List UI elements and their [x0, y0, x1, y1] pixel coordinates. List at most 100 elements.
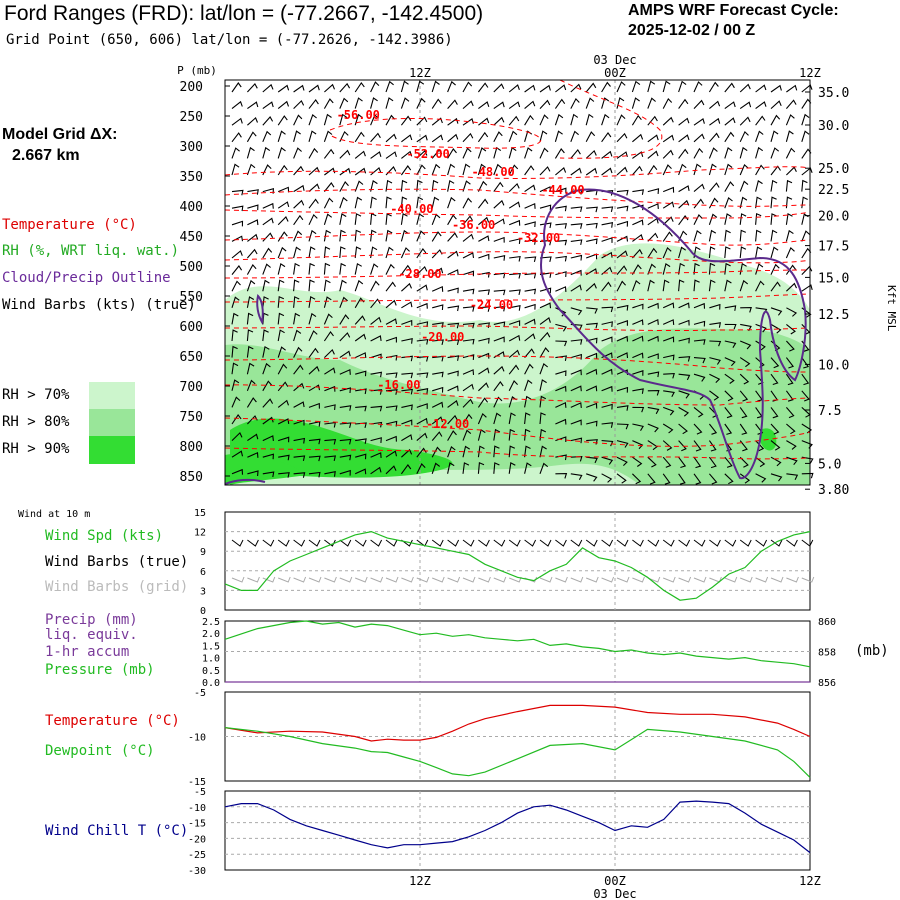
- wind-barb: [262, 83, 274, 93]
- date-label-top: 03 Dec: [593, 53, 636, 67]
- wind-barb: [601, 131, 612, 143]
- wind-barb: [431, 163, 441, 176]
- wind-barb: [524, 100, 536, 110]
- wind-barb: [493, 445, 500, 458]
- wind-barb: [277, 164, 288, 176]
- wind-barb: [478, 271, 490, 278]
- wind-barb-true: [231, 539, 244, 547]
- wind-barb: [708, 197, 719, 209]
- wind-barb: [693, 406, 704, 418]
- wind-barb: [739, 423, 748, 435]
- wind-barb: [308, 84, 320, 93]
- wind-barb: [554, 148, 565, 159]
- wind-barb: [416, 338, 429, 345]
- wind-barb-grid: [355, 576, 368, 583]
- dewpoint-line: [224, 727, 811, 778]
- wind-barb: [447, 339, 460, 346]
- wind-barb: [385, 281, 396, 292]
- wind-barb: [708, 81, 719, 93]
- wind-barb: [509, 320, 521, 326]
- wind-barb: [554, 98, 566, 109]
- wind-barb: [647, 263, 656, 275]
- wind-barb: [462, 338, 475, 345]
- wind-barb: [308, 229, 317, 242]
- wind-barb: [231, 132, 242, 143]
- wind-barb: [601, 422, 614, 428]
- wind-barb: [247, 204, 259, 211]
- wind-barb: [231, 163, 240, 176]
- wind-barb: [277, 363, 288, 375]
- wind-barb: [323, 113, 332, 126]
- wind-barb: [246, 248, 258, 259]
- wind-barb-grid: [370, 576, 384, 583]
- wind-barb: [647, 80, 656, 93]
- wind-barb: [324, 348, 335, 358]
- wind-barb: [401, 355, 413, 362]
- wind-barb: [370, 180, 378, 192]
- wind-barb: [401, 150, 413, 159]
- wind-barb: [478, 253, 490, 260]
- wind-barb: [262, 296, 269, 308]
- wind-barb: [801, 167, 813, 176]
- wind-barb-true: [462, 539, 475, 547]
- wind-barb: [770, 473, 783, 482]
- wind-barb: [739, 213, 747, 225]
- wind-barb: [354, 352, 367, 359]
- wind-barb: [277, 186, 290, 193]
- wind-barb: [277, 246, 287, 259]
- wind-barb: [339, 181, 349, 192]
- wind-barb: [323, 148, 335, 159]
- legend-rh70-label: RH > 70%: [2, 387, 70, 403]
- wind-tick-label: 12: [194, 528, 206, 539]
- wind-barb: [508, 164, 519, 176]
- wind-barb: [601, 473, 613, 483]
- wind-barb: [278, 472, 290, 478]
- wind-barb: [632, 456, 643, 467]
- wind-barb: [724, 279, 732, 292]
- wind-barb: [631, 114, 642, 126]
- wind-barb: [662, 473, 671, 485]
- wind-barb: [462, 462, 470, 474]
- wind-barb: [462, 180, 471, 192]
- wind-barb: [339, 246, 346, 259]
- wind-barb: [585, 368, 598, 375]
- wind-barb: [493, 131, 503, 143]
- wind-barb: [493, 146, 502, 159]
- wind-barb: [339, 405, 352, 411]
- wind-barb: [385, 80, 394, 93]
- wind-barb: [786, 456, 798, 466]
- wind-barb: [708, 423, 718, 435]
- wind-barb: [416, 432, 428, 442]
- wind-barb: [478, 306, 491, 312]
- wind-barb: [416, 134, 428, 143]
- wind-barb: [508, 146, 517, 159]
- wind-barb: [262, 380, 273, 392]
- wind-barb: [323, 213, 333, 225]
- wind-barb: [616, 81, 626, 93]
- wind-barb: [585, 82, 597, 93]
- wind-barb: [570, 402, 582, 408]
- height-axis-title: Kft MSL: [885, 285, 898, 332]
- wind-barb: [416, 284, 428, 292]
- wind-barb: [431, 148, 443, 159]
- wind-barb: [447, 462, 455, 474]
- wind-barb: [431, 80, 440, 93]
- wind-barb: [662, 319, 675, 325]
- wind-barb: [262, 453, 274, 460]
- wind-barb-true: [539, 539, 552, 547]
- legend-wind: Wind Barbs (kts) (true): [2, 297, 196, 313]
- wind-barb: [277, 295, 285, 308]
- wind-barb: [370, 452, 382, 458]
- wind-barb: [493, 101, 505, 110]
- wind-barb: [662, 246, 672, 259]
- wind-barb: [524, 303, 536, 310]
- wind-barb: [370, 229, 377, 242]
- wind-barb: [708, 262, 716, 275]
- wind-barb: [385, 263, 395, 275]
- wind-barb: [262, 329, 269, 342]
- wind-barb: [801, 113, 810, 126]
- wind-barb-true: [632, 539, 644, 547]
- wind-barb: [370, 335, 382, 342]
- wind-barb: [277, 231, 288, 242]
- wind-barb: [277, 100, 290, 110]
